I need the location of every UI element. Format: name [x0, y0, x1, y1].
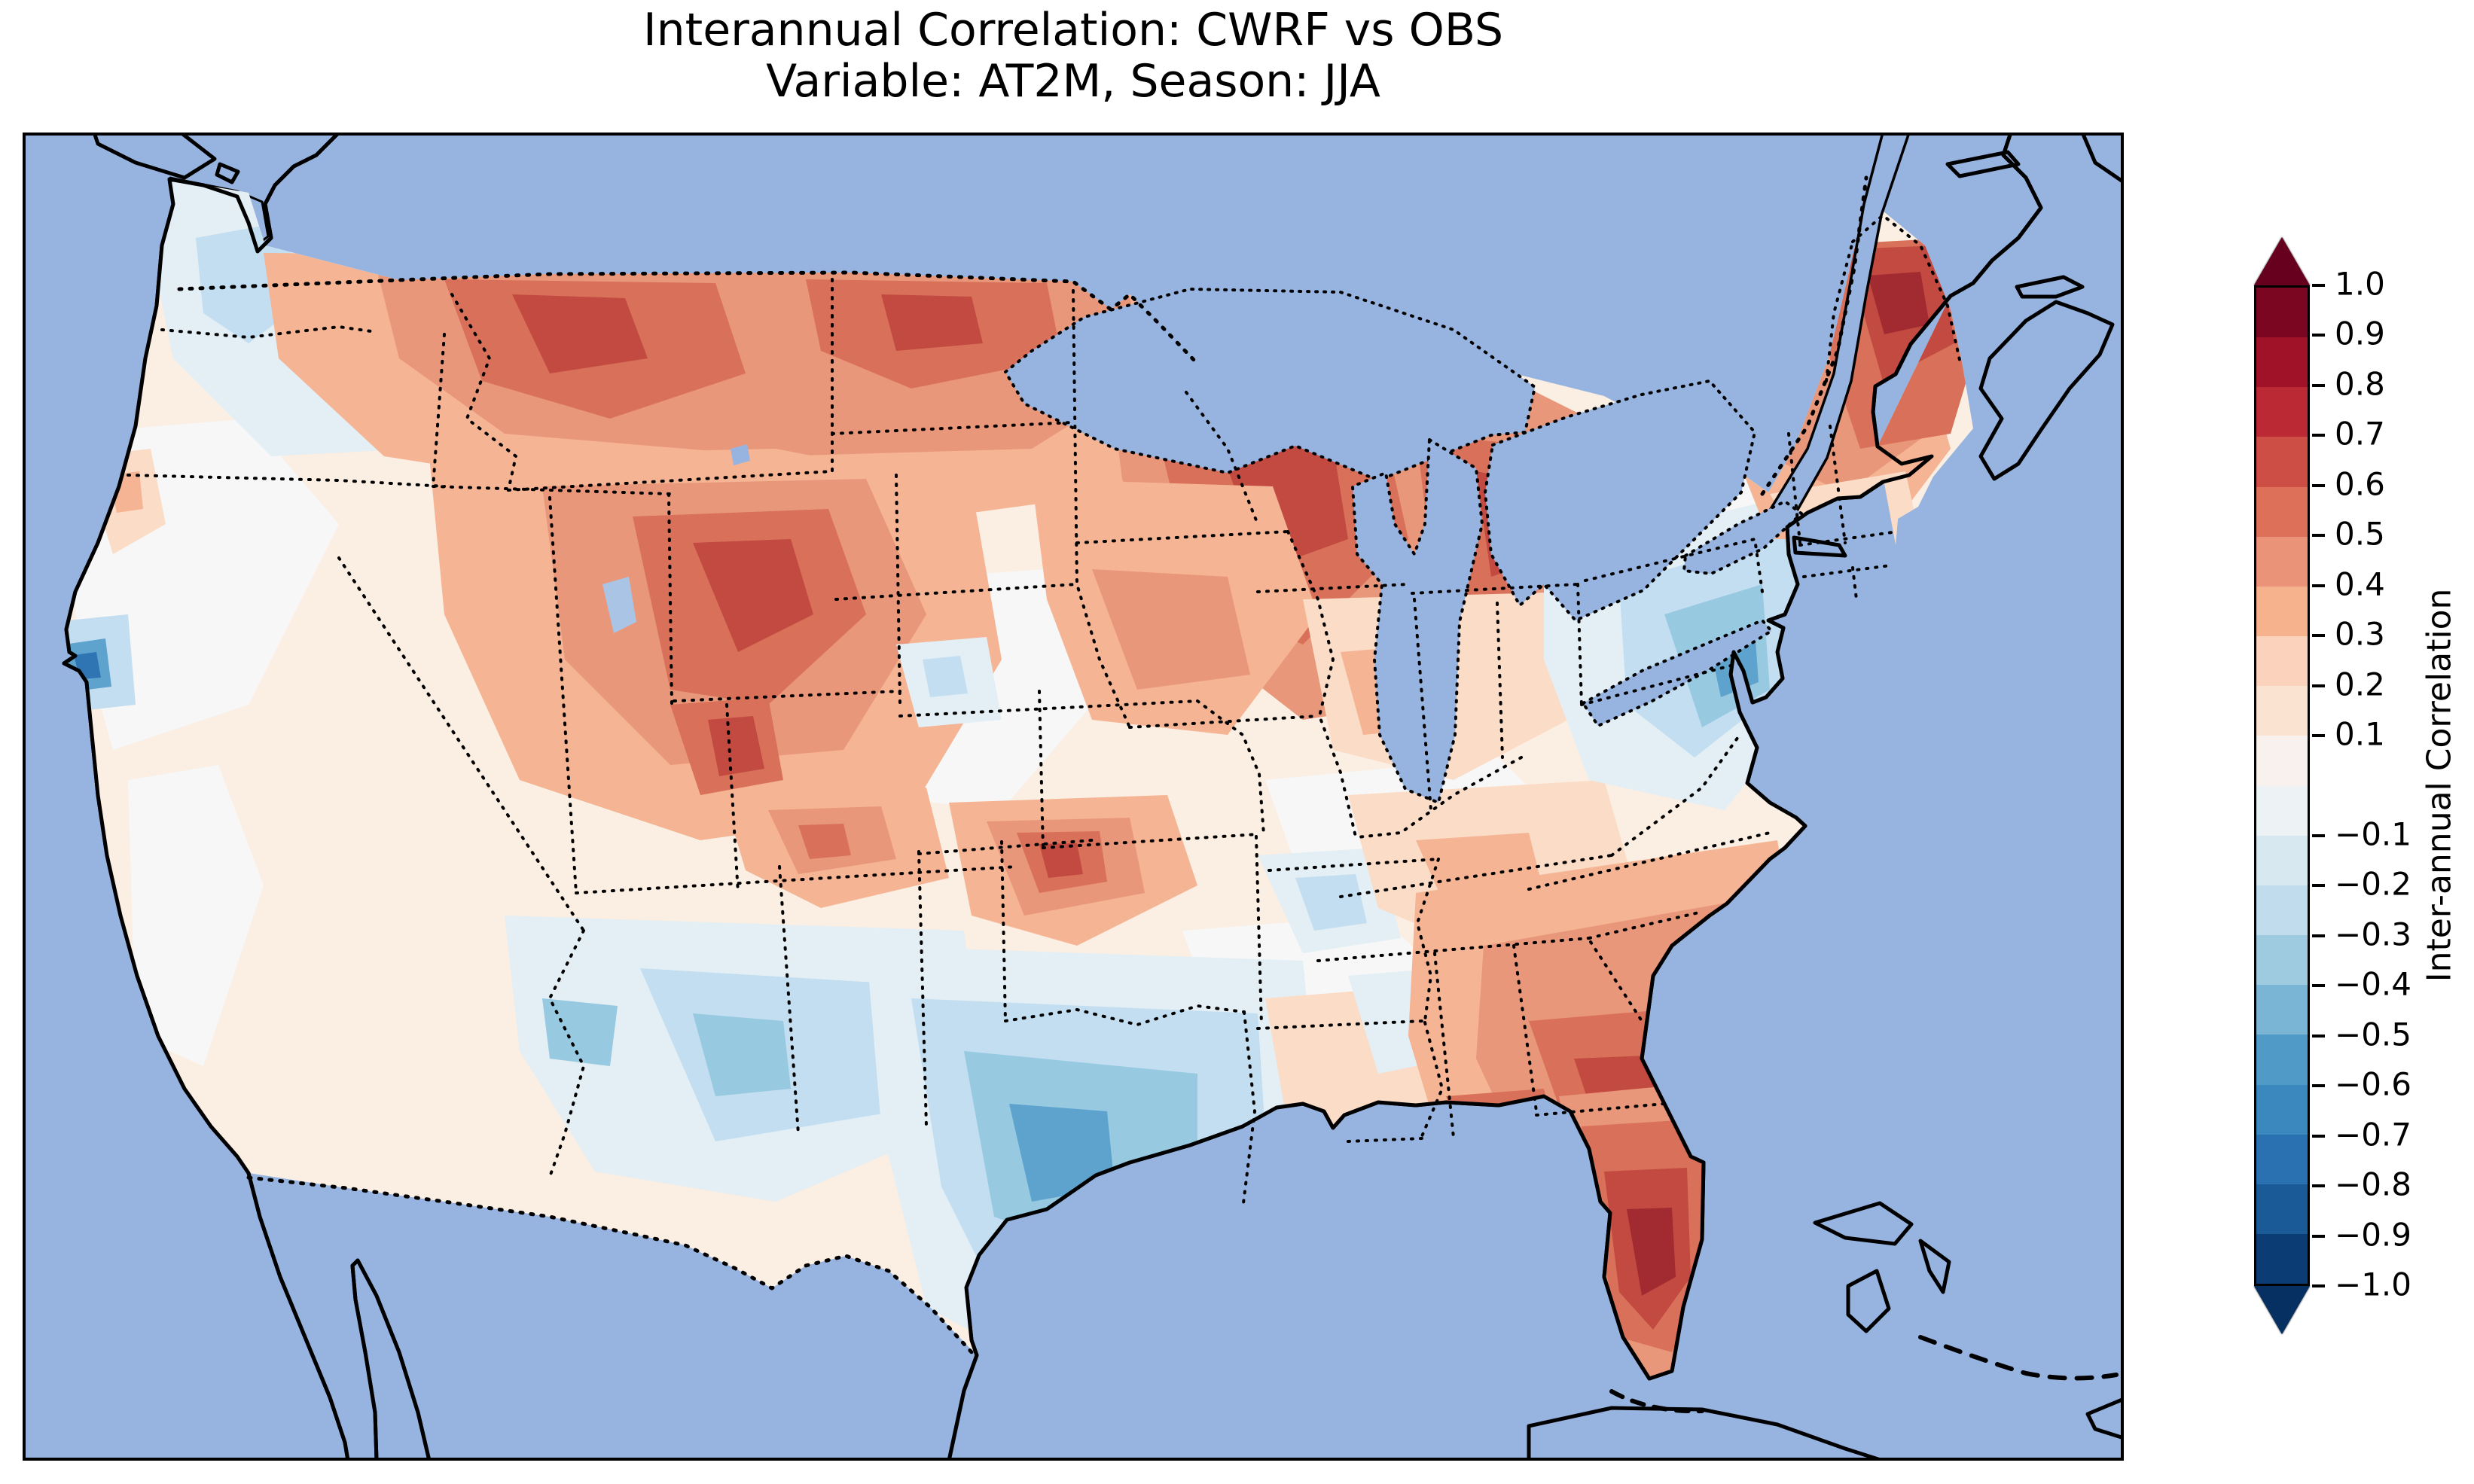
colorbar-segment [2256, 1084, 2308, 1135]
tick-label: 0.9 [2335, 315, 2385, 352]
lake-manitoba [819, 176, 845, 238]
colorbar-segment [2256, 785, 2308, 836]
state-borders [127, 214, 1961, 1211]
colorbar-segment [2256, 337, 2308, 388]
tick-mark [2312, 634, 2325, 638]
tick-mark [2312, 483, 2325, 487]
tick-mark [2312, 1034, 2325, 1038]
tick-mark [2312, 334, 2325, 337]
prince-edward-island [2015, 275, 2085, 299]
colorbar-segment [2256, 1184, 2308, 1234]
colorbar-body [2254, 285, 2310, 1286]
canada-border [177, 270, 1198, 364]
tick-mark [2312, 684, 2325, 687]
tick-mark [2312, 383, 2325, 387]
tick-mark [2312, 434, 2325, 437]
colorbar-extend-lower [2254, 1286, 2310, 1334]
colorbar-segment [2256, 1035, 2308, 1085]
colorbar: 1.0 0.9 0.8 0.7 0.6 0.5 0.4 0.3 0.2 0.1 −0.1 −0.2 −0… [2254, 237, 2474, 1336]
tick-mark [2312, 1284, 2325, 1287]
tick-mark [2312, 984, 2325, 988]
tick-mark [2312, 734, 2325, 738]
colorbar-segment [2256, 486, 2308, 537]
canadian-lakes [731, 133, 2035, 465]
tick-label: −0.2 [2335, 865, 2411, 903]
colorbar-segment [2256, 835, 2308, 885]
tick-label: 0.8 [2335, 365, 2385, 403]
colorbar-segment [2256, 985, 2308, 1035]
colorbar-segment [2256, 736, 2308, 786]
colorbar-segment [2256, 1233, 2308, 1284]
axes-frame [23, 133, 2124, 1461]
colorbar-segment [2256, 885, 2308, 936]
colorbar-segment [2256, 586, 2308, 637]
tick-label: 0.4 [2335, 565, 2385, 603]
tick-label: 0.3 [2335, 615, 2385, 653]
tick-label: −1.0 [2335, 1266, 2411, 1303]
colorbar-segment [2256, 1134, 2308, 1184]
florida-keys [1609, 1389, 1704, 1414]
tick-label: −0.7 [2335, 1116, 2411, 1153]
tick-mark [2312, 534, 2325, 538]
tick-mark [2312, 833, 2325, 837]
lake-winnipeg [853, 133, 916, 267]
tick-mark [2312, 1234, 2325, 1238]
figure-title-line1: Interannual Correlation: CWRF vs OBS [642, 4, 1504, 56]
tick-label: 0.2 [2335, 666, 2385, 703]
map-canvas [23, 133, 2124, 1461]
tick-label: 0.1 [2335, 715, 2385, 753]
colorbar-segment [2256, 437, 2308, 487]
tick-label: 1.0 [2335, 265, 2385, 303]
nova-scotia [1978, 300, 2115, 481]
colorbar-segment [2256, 288, 2308, 338]
mexico-border [246, 1175, 975, 1356]
colorbar-segment [2256, 536, 2308, 587]
tick-mark [2312, 284, 2325, 287]
tick-label: −0.1 [2335, 815, 2411, 853]
colorbar-label: Inter-annual Correlation [2420, 588, 2459, 983]
tick-mark [2312, 884, 2325, 888]
tick-mark [2312, 584, 2325, 587]
tick-mark [2312, 1184, 2325, 1188]
bahamas-andros [1846, 1269, 1891, 1333]
tick-label: −0.4 [2335, 965, 2411, 1003]
tick-mark [2312, 1134, 2325, 1138]
tick-label: 0.6 [2335, 465, 2385, 503]
map-axes [23, 133, 2124, 1461]
tick-label: −0.9 [2335, 1216, 2411, 1254]
colorbar-extend-upper [2254, 237, 2310, 285]
vancouver-island [92, 133, 217, 180]
newfoundland-corner [2080, 133, 2124, 184]
bahamas-grand [1813, 1201, 1914, 1246]
figure-title: Interannual Correlation: CWRF vs OBS Var… [19, 5, 2128, 108]
lake-nipigon [1201, 193, 1241, 239]
bahamas-eleuthera [1918, 1239, 1951, 1294]
anticosti-island [1945, 150, 2021, 178]
tick-label: −0.5 [2335, 1016, 2411, 1053]
tick-label: 0.7 [2335, 415, 2385, 453]
tick-label: −0.8 [2335, 1166, 2411, 1203]
colorbar-segment [2256, 686, 2308, 736]
colorbar-segment [2256, 387, 2308, 437]
antilles-chain [1918, 1335, 2119, 1381]
st-lawrence-river [1766, 133, 1911, 528]
cuba [1527, 1406, 1885, 1461]
national-borders [177, 175, 1868, 1356]
tick-label: 0.5 [2335, 515, 2385, 553]
figure-title-line2: Variable: AT2M, Season: JJA [766, 55, 1380, 108]
tick-label: −0.3 [2335, 916, 2411, 953]
tick-mark [2312, 1084, 2325, 1088]
great-salt-lake [602, 577, 636, 633]
tick-mark [2312, 934, 2325, 937]
tick-label: −0.6 [2335, 1065, 2411, 1103]
colorbar-segment [2256, 935, 2308, 986]
long-island [1792, 535, 1847, 558]
colorbar-segment [2256, 636, 2308, 687]
hispaniola-edge [2085, 1397, 2124, 1440]
